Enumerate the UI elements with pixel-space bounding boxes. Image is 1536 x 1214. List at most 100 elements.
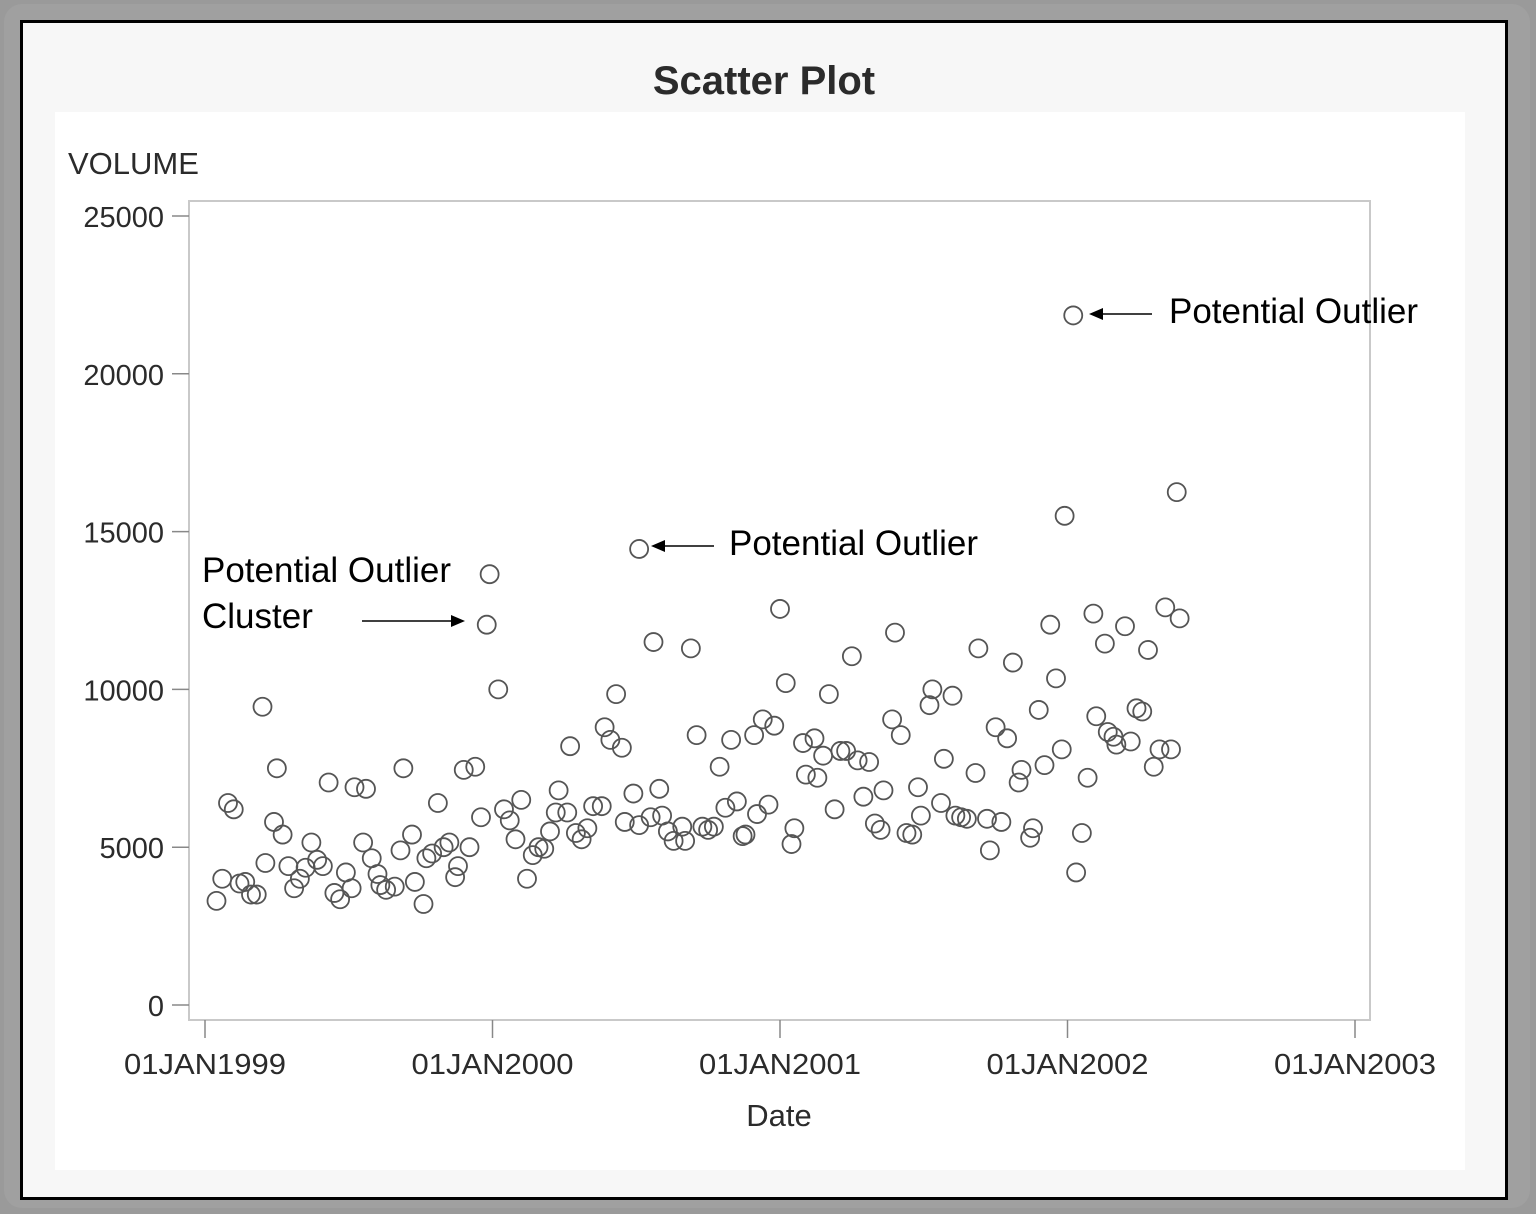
x-tick-label: 01JAN2002 (987, 1049, 1149, 1081)
data-point-marker (1138, 640, 1158, 660)
data-point-marker (1120, 731, 1141, 752)
data-point-marker (726, 791, 747, 812)
data-point-marker (997, 728, 1018, 749)
data-point-marker (402, 824, 422, 845)
annotation-outlier-top: Potential Outlier (1089, 292, 1418, 331)
arrowhead-icon (651, 540, 665, 552)
data-point-marker (919, 695, 940, 716)
data-point-marker (560, 736, 581, 757)
data-point-marker (1077, 767, 1098, 788)
data-point-marker (1094, 633, 1115, 654)
data-point-marker (1066, 862, 1087, 883)
data-point-marker (663, 830, 684, 851)
x-axis: 01JAN1999 01JAN2000 01JAN2001 01JAN2002 01JA… (124, 1020, 1436, 1081)
data-point-marker (890, 725, 911, 746)
data-point-marker (1169, 608, 1190, 629)
data-point-marker (1155, 597, 1176, 618)
data-point-marker (517, 868, 537, 889)
data-point-marker (764, 715, 785, 736)
data-point-marker (1086, 706, 1107, 727)
data-point-marker (657, 821, 678, 842)
data-point-marker (853, 786, 874, 807)
data-point-marker (206, 890, 227, 911)
data-point-marker (830, 741, 851, 761)
data-point-marker (459, 837, 480, 858)
data-point-marker (910, 805, 931, 826)
data-point-marker (1166, 482, 1187, 503)
data-point-marker (675, 830, 696, 851)
data-point-marker (218, 793, 238, 813)
data-point-marker (545, 802, 566, 823)
data-point-marker (991, 812, 1012, 832)
data-point-marker (721, 729, 742, 750)
data-point-marker (859, 752, 880, 772)
data-point-marker (614, 812, 635, 832)
data-point-marker (629, 539, 650, 559)
y-tick-label: 10000 (83, 675, 164, 707)
data-point-marker (353, 832, 374, 853)
data-point-marker (393, 758, 414, 779)
arrowhead-icon (1089, 308, 1103, 320)
data-points (206, 305, 1190, 914)
data-point-marker (744, 725, 765, 746)
data-point-marker (1020, 827, 1041, 848)
data-point-marker (1011, 759, 1032, 780)
data-point-marker (703, 816, 724, 837)
data-point-marker (1106, 734, 1127, 755)
data-point-marker (709, 756, 730, 777)
data-point-marker (818, 684, 839, 705)
data-point-marker (606, 684, 627, 705)
data-point-marker (413, 894, 434, 914)
data-point-marker (266, 758, 287, 779)
data-point-marker (223, 799, 244, 820)
data-point-marker (1132, 701, 1153, 722)
data-point-marker (908, 777, 928, 798)
data-point-marker (956, 808, 977, 829)
data-point-marker (476, 614, 497, 635)
data-point-marker (1051, 739, 1072, 760)
data-point-marker (416, 848, 437, 869)
data-point-marker (841, 646, 862, 667)
data-point-marker (488, 679, 509, 700)
data-point-marker (505, 829, 526, 850)
data-point-marker (307, 849, 328, 870)
data-point-marker (1046, 668, 1066, 689)
data-point-marker (356, 778, 376, 799)
data-point-marker (902, 824, 923, 845)
annotation-outlier-cluster: Potential Outlier Cluster (202, 551, 465, 636)
data-point-marker (977, 808, 997, 829)
data-point-marker (511, 789, 532, 810)
data-point-marker (1063, 305, 1084, 326)
annotation-text-line1: Potential Outlier (202, 551, 451, 590)
annotation-text-line2: Cluster (202, 597, 313, 636)
x-tick-label: 01JAN1999 (124, 1049, 286, 1081)
y-tick-label: 15000 (83, 518, 164, 550)
y-tick-label: 20000 (83, 360, 164, 392)
y-tick-label: 5000 (99, 833, 164, 865)
chart-title: Scatter Plot (652, 59, 876, 103)
data-point-marker (922, 679, 943, 700)
data-point-marker (985, 717, 1006, 738)
data-point-marker (1002, 652, 1023, 673)
data-point-marker (289, 868, 310, 889)
data-point-marker (643, 632, 664, 652)
data-point-marker (548, 780, 569, 801)
y-tick-label: 25000 (83, 202, 164, 234)
data-point-marker (686, 725, 707, 746)
data-point-marker (565, 823, 586, 843)
data-point-marker (540, 821, 560, 842)
y-axis-label: VOLUME (68, 146, 199, 181)
data-point-marker (312, 856, 333, 877)
data-point-marker (557, 802, 578, 823)
x-tick-label: 01JAN2003 (1274, 1049, 1436, 1081)
x-tick-label: 01JAN2001 (699, 1049, 861, 1081)
data-point-marker (235, 872, 256, 892)
data-point-marker (284, 878, 305, 899)
data-point-marker (571, 829, 592, 850)
annotation-text: Potential Outlier (729, 524, 978, 563)
data-point-marker (732, 826, 753, 847)
data-point-marker (1161, 739, 1181, 760)
data-point-marker (341, 878, 362, 899)
data-point-marker (933, 748, 954, 769)
